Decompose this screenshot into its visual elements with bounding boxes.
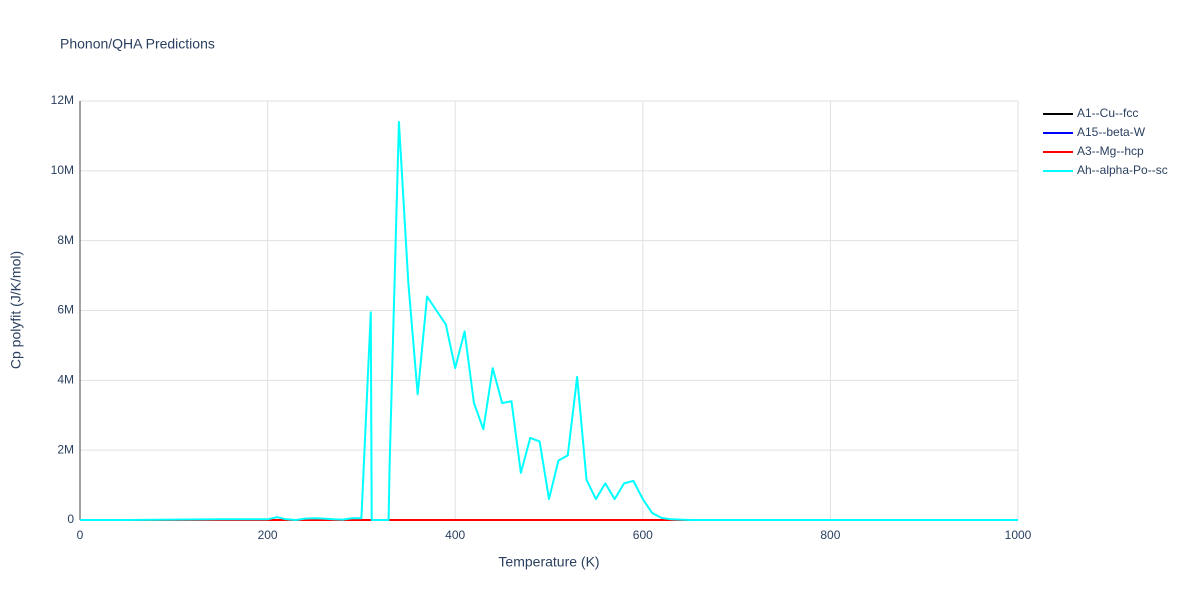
y-tick-label: 4M xyxy=(57,373,74,387)
y-tick-label: 6M xyxy=(57,303,74,317)
x-tick-label: 200 xyxy=(258,528,278,542)
y-tick-label: 12M xyxy=(51,93,74,107)
series-line xyxy=(80,120,1018,521)
y-tick-label: 10M xyxy=(51,163,74,177)
x-tick-label: 400 xyxy=(445,528,465,542)
x-axis-label: Temperature (K) xyxy=(498,554,599,570)
x-tick-label: 600 xyxy=(633,528,653,542)
x-tick-label: 800 xyxy=(820,528,840,542)
legend-label: A3--Mg--hcp xyxy=(1077,144,1144,158)
y-tick-label: 0 xyxy=(67,512,74,526)
legend-label: A1--Cu--fcc xyxy=(1077,106,1138,120)
x-tick-label: 0 xyxy=(77,528,84,542)
legend-label: A15--beta-W xyxy=(1077,125,1146,139)
y-tick-label: 8M xyxy=(57,233,74,247)
chart-title: Phonon/QHA Predictions xyxy=(60,36,215,52)
x-tick-label: 1000 xyxy=(1005,528,1032,542)
y-axis-label: Cp polyfit (J/K/mol) xyxy=(8,251,24,369)
y-tick-label: 2M xyxy=(57,442,74,456)
legend-label: Ah--alpha-Po--sc xyxy=(1077,163,1168,177)
